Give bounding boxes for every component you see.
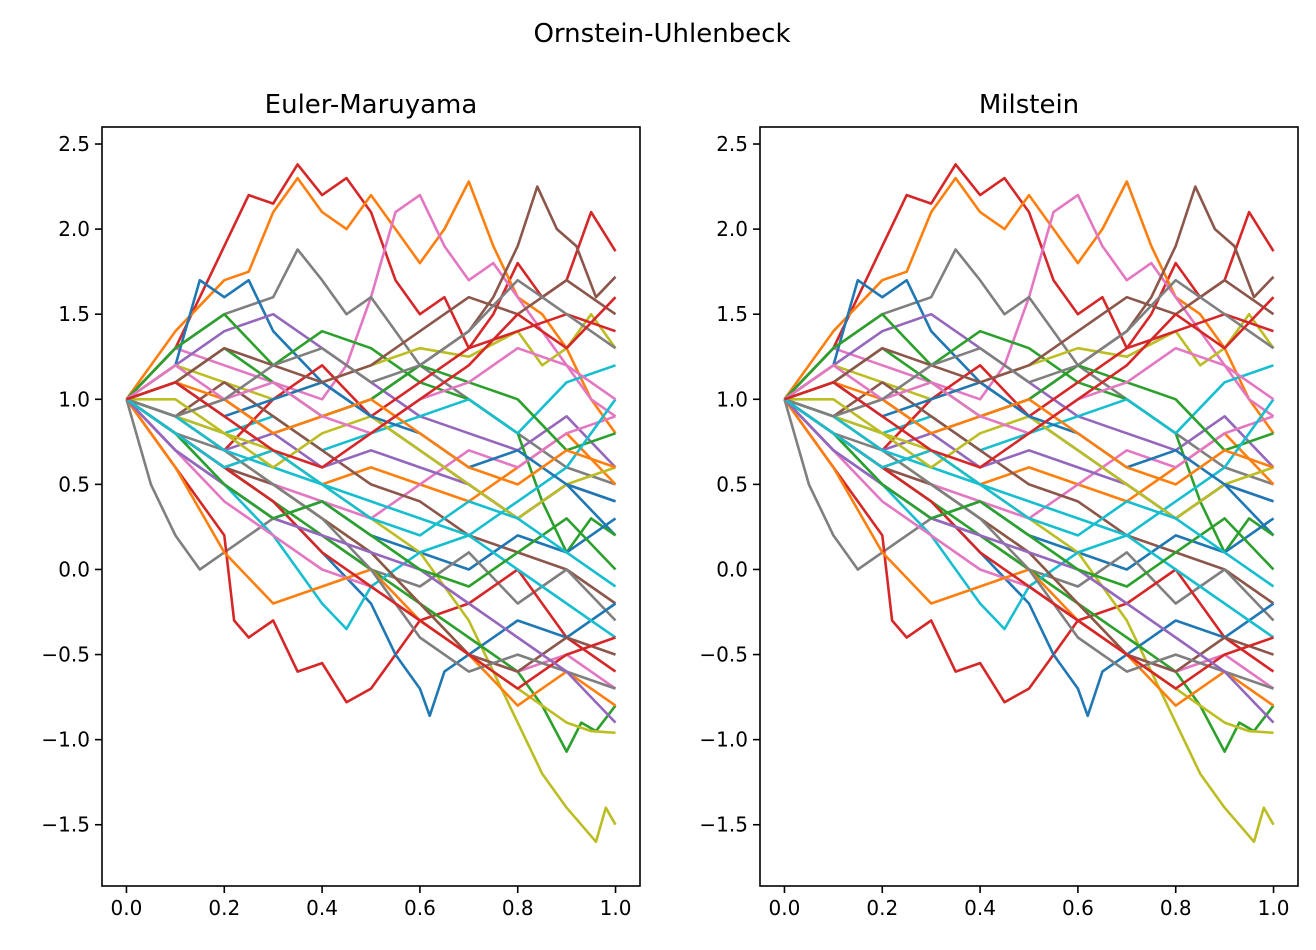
x-tick-label: 0.6 [404, 896, 436, 920]
axes-frame [759, 126, 1299, 887]
y-tick-label: 0.0 [716, 557, 748, 581]
y-tick-label: 0.5 [716, 472, 748, 496]
x-tick-label: 0.0 [111, 896, 143, 920]
y-tick-label: −1.0 [699, 728, 748, 752]
x-tick-label: 0.8 [502, 896, 534, 920]
y-tick-label: 2.0 [716, 217, 748, 241]
figure-suptitle: Ornstein-Uhlenbeck [533, 19, 790, 49]
series-line-2 [125, 176, 617, 435]
axes-frame [101, 126, 641, 887]
series-line-35 [126, 380, 616, 486]
series-line-40 [784, 296, 1275, 469]
x-tick-label: 0.8 [1160, 896, 1192, 920]
series-line-37 [784, 278, 1275, 401]
series-line-28 [783, 398, 1274, 690]
y-tick-label: −0.5 [41, 643, 90, 667]
series-line-37 [126, 278, 617, 401]
subplot-milstein: Milstein 0.0 0.2 0.4 0.6 0.8 1.0 −1.5 −1.0 −0.5 0.… [699, 90, 1299, 920]
y-tick-label: −1.0 [41, 728, 90, 752]
y-tick-label: 2.5 [58, 132, 90, 156]
series-line-30 [125, 398, 617, 724]
series-line-28 [125, 398, 616, 690]
series-line-2 [783, 176, 1275, 435]
subplot-euler-maruyama: Euler-Maruyama 0.0 0.2 0.4 0.6 0.8 1.0 −1.5 −1.0… [41, 90, 641, 920]
series-line-33 [783, 398, 1275, 588]
series-line-33 [125, 398, 617, 588]
y-tick-label: 1.5 [716, 302, 748, 326]
y-tick-label: 0.5 [58, 472, 90, 496]
series-line-35 [784, 380, 1274, 486]
y-tick-label: 1.0 [58, 387, 90, 411]
x-tick-label: 0.0 [769, 896, 801, 920]
x-tick-label: 1.0 [600, 896, 632, 920]
y-tick-label: −1.5 [699, 813, 748, 837]
series-line-40 [126, 296, 617, 469]
series-group [783, 163, 1275, 844]
y-tick-label: 2.0 [58, 217, 90, 241]
x-tick-label: 0.4 [964, 896, 996, 920]
series-line-19 [125, 398, 617, 704]
y-tick-label: 2.5 [716, 132, 748, 156]
series-group [125, 163, 617, 844]
y-tick-label: 1.5 [58, 302, 90, 326]
series-line-30 [783, 398, 1275, 724]
subplot-title: Euler-Maruyama [265, 90, 478, 120]
x-tick-label: 0.2 [208, 896, 240, 920]
y-tick-label: −0.5 [699, 643, 748, 667]
x-tick-label: 0.2 [866, 896, 898, 920]
series-line-39 [783, 398, 1275, 588]
x-tick-label: 0.4 [306, 896, 338, 920]
series-line-39 [125, 398, 617, 588]
y-tick-label: 1.0 [716, 387, 748, 411]
x-tick-label: 0.6 [1062, 896, 1094, 920]
y-tick-label: 0.0 [58, 557, 90, 581]
x-tick-label: 1.0 [1258, 896, 1290, 920]
subplot-title: Milstein [979, 90, 1079, 120]
series-line-31 [784, 398, 1275, 537]
y-tick-label: −1.5 [41, 813, 90, 837]
series-line-31 [126, 398, 617, 537]
series-line-19 [783, 398, 1275, 704]
